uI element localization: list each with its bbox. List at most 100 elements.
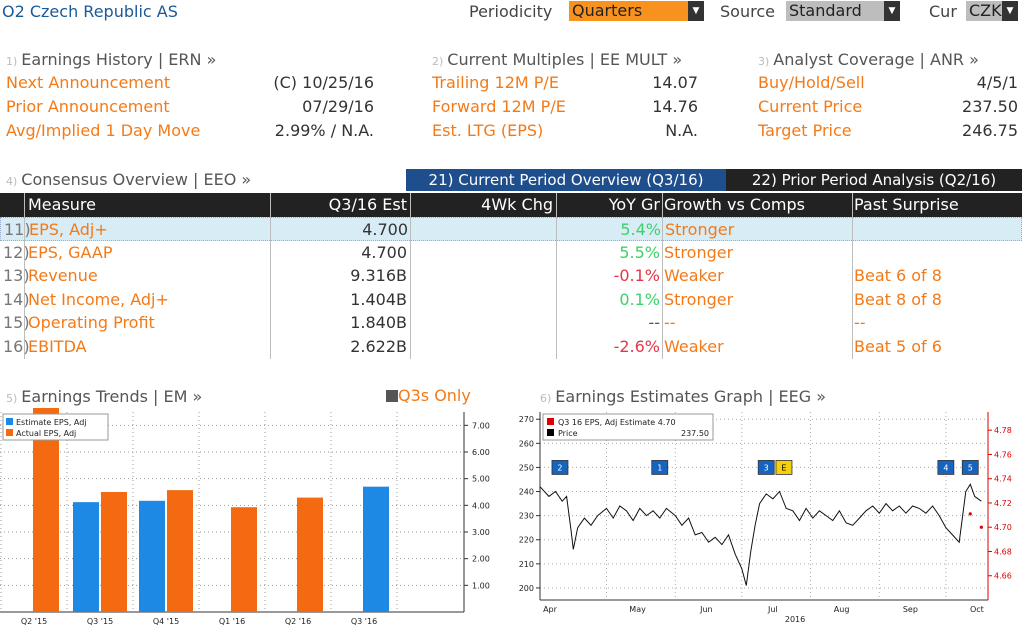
legend-swatch	[547, 418, 554, 425]
event-marker-label: 4	[943, 463, 948, 472]
cell-yoy: 0.1%	[619, 289, 660, 309]
checkbox-icon	[386, 390, 398, 402]
chart-legend: Q3 16 EPS, Adj Estimate 4.70 Price 237.50	[542, 413, 714, 441]
event-marker-box	[551, 460, 569, 475]
cell-yoy: --	[648, 313, 660, 333]
col-growth-vs-comps[interactable]: Growth vs Comps	[662, 193, 852, 217]
x-tick-label: Q2 '16	[285, 617, 311, 626]
y-tick-label-right: 4.76	[994, 450, 1012, 459]
cell-growth: Stronger	[665, 220, 735, 239]
bar-actual	[231, 507, 257, 612]
y-tick-label: 2.00	[472, 555, 490, 564]
bar-estimate	[73, 502, 99, 612]
y-tick-label-left: 200	[519, 584, 534, 593]
table-row[interactable]: 12) EPS, GAAP 4.700 5.5% Stronger	[0, 241, 1022, 265]
col-4wk-chg[interactable]: 4Wk Chg	[410, 193, 556, 217]
section-number: 6)	[540, 392, 552, 405]
cell-growth: --	[664, 313, 676, 333]
row-label: Est. LTG (EPS)	[432, 121, 544, 140]
table-row[interactable]: 14) Net Income, Adj+ 1.404B 0.1% Stronger Bea…	[0, 288, 1022, 312]
periodicity-dropdown[interactable]: Quarters ▼	[569, 1, 704, 21]
x-tick-label: Jun	[699, 605, 713, 614]
x-tick-label: Q3 '16	[351, 617, 377, 626]
col-yoy-growth[interactable]: YoY Gr	[556, 193, 660, 217]
y-tick-label-left: 240	[519, 488, 534, 497]
earnings-estimates-chart: Apr May Jun Jul Aug Sep Oct 2016 200 210 220 230 240…	[510, 408, 1024, 632]
table-row[interactable]: 15) Operating Profit 1.840B -- -- --	[0, 311, 1022, 335]
row-number: 13)	[3, 266, 30, 286]
y-tick-label-right: 4.78	[994, 426, 1012, 435]
tab-current-period[interactable]: 21) Current Period Overview (Q3/16)	[406, 169, 726, 191]
cell-yoy: -2.6%	[613, 337, 660, 356]
analyst-coverage-header[interactable]: 3) Analyst Coverage | ANR »	[758, 50, 979, 69]
chevron-down-icon: ▼	[884, 1, 900, 21]
section-title: Consensus Overview | EEO »	[21, 170, 252, 189]
y-tick-label: 1.00	[472, 581, 490, 590]
row-label: Current Price	[758, 97, 863, 116]
cell-4wk-chg	[410, 264, 556, 288]
estimate-point	[968, 512, 972, 516]
x-year-label: 2016	[785, 615, 805, 624]
row-buy-hold-sell: Buy/Hold/Sell 4/5/1	[758, 73, 1018, 97]
consensus-overview-header[interactable]: 4) Consensus Overview | EEO »	[6, 170, 251, 189]
q3s-only-toggle[interactable]: Q3s Only	[386, 386, 471, 405]
chevron-down-icon: ▼	[1002, 1, 1018, 21]
earnings-graph-header[interactable]: 6) Earnings Estimates Graph | EEG »	[540, 387, 826, 406]
x-tick-label: Oct	[970, 605, 984, 614]
security-title: O2 Czech Republic AS	[2, 2, 178, 21]
row-value: 246.75	[962, 121, 1018, 140]
cell-4wk-chg	[410, 288, 556, 312]
row-number: 12)	[3, 242, 30, 262]
cell-estimate: 1.840B	[350, 313, 407, 333]
bar-actual	[101, 492, 127, 612]
cell-surprise: Beat 5 of 6	[854, 337, 942, 356]
cell-measure: Operating Profit	[28, 313, 155, 333]
cell-estimate: 4.700	[362, 220, 408, 239]
column-divider	[662, 193, 663, 359]
col-past-surprise[interactable]: Past Surprise	[852, 193, 1022, 217]
source-value: Standard	[789, 1, 862, 20]
earnings-trends-header[interactable]: 5) Earnings Trends | EM »	[6, 387, 202, 406]
row-target-price: Target Price 246.75	[758, 121, 1018, 145]
earnings-history-header[interactable]: 1) Earnings History | ERN »	[6, 50, 216, 69]
table-row[interactable]: 13) Revenue 9.316B -0.1% Weaker Beat 6 of 8	[0, 264, 1022, 288]
currency-label: Cur	[929, 2, 957, 21]
y-tick-label-right: 4.68	[994, 547, 1012, 556]
section-title: Earnings History | ERN »	[21, 50, 217, 69]
earnings-trends-chart: 1.00 2.00 3.00 4.00 5.00 6.00 7.00 Q2 '15 Q3 '15…	[0, 408, 500, 632]
legend-swatch	[547, 429, 554, 436]
row-next-announcement: Next Announcement (C) 10/25/16	[6, 73, 374, 97]
current-multiples-header[interactable]: 2) Current Multiples | EE MULT »	[432, 50, 682, 69]
x-tick-label: Sep	[903, 605, 918, 614]
currency-value: CZK	[969, 1, 1002, 20]
bar-estimate	[363, 486, 389, 612]
y-tick-label-left: 270	[519, 415, 534, 424]
periodicity-value: Quarters	[572, 1, 643, 20]
column-divider	[852, 193, 853, 359]
table-row[interactable]: 16) EBITDA 2.622B -2.6% Weaker Beat 5 of 6	[0, 335, 1022, 359]
x-tick-label: Apr	[543, 605, 558, 614]
section-number: 4)	[6, 175, 18, 188]
cell-yoy: 5.4%	[620, 220, 661, 239]
section-title: Analyst Coverage | ANR »	[773, 50, 979, 69]
legend-label: Actual EPS, Adj	[16, 429, 76, 438]
cell-measure: Net Income, Adj+	[28, 289, 169, 309]
section-title: Earnings Trends | EM »	[21, 387, 203, 406]
col-measure[interactable]: Measure	[24, 193, 270, 217]
col-estimate[interactable]: Q3/16 Est	[270, 193, 410, 217]
source-label: Source	[720, 2, 775, 21]
toggle-label: Q3s Only	[398, 386, 471, 405]
bar-estimate	[139, 500, 165, 612]
y-tick-label: 4.00	[472, 501, 490, 510]
table-row[interactable]: 11) EPS, Adj+ 4.700 5.4% Stronger	[0, 217, 1022, 241]
event-marker: 3	[757, 460, 775, 475]
row-value: 4/5/1	[976, 73, 1018, 92]
column-divider	[270, 193, 271, 359]
row-value: 2.99% / N.A.	[274, 121, 374, 140]
tab-prior-period[interactable]: 22) Prior Period Analysis (Q2/16)	[726, 169, 1022, 191]
legend-label: Q3 16 EPS, Adj Estimate 4.70	[558, 418, 676, 427]
currency-dropdown[interactable]: CZK ▼	[966, 1, 1018, 21]
row-value: 237.50	[962, 97, 1018, 116]
source-dropdown[interactable]: Standard ▼	[786, 1, 900, 21]
cell-surprise: Beat 6 of 8	[854, 266, 942, 286]
